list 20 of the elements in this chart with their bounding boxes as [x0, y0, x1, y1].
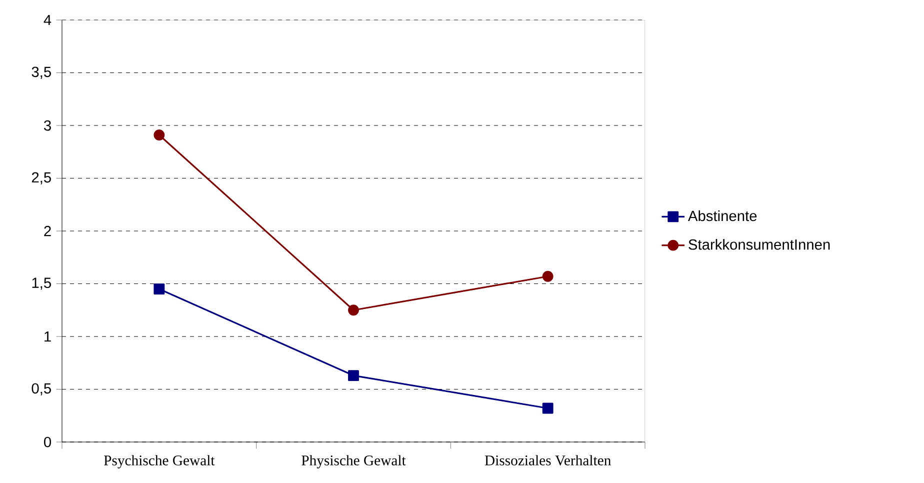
y-tick-label: 4 — [44, 14, 52, 26]
y-tick-label: 1,5 — [32, 278, 51, 290]
x-tick-label: Physische Gewalt — [302, 455, 406, 468]
point — [348, 304, 359, 316]
point — [348, 370, 359, 382]
x-tick-label: Psychische Gewalt — [104, 455, 215, 468]
y-tick-label: 0,5 — [32, 383, 51, 396]
y-tick-label: 0 — [44, 436, 52, 448]
point — [154, 284, 165, 294]
point — [542, 402, 554, 414]
point — [154, 130, 165, 140]
y-tick-label: 3,5 — [32, 66, 51, 79]
point — [542, 270, 554, 282]
y-tick-label: 1 — [44, 331, 51, 342]
y-tick-label: 2,5 — [32, 172, 51, 184]
x-tick-label: Dissoziales Verhalten — [484, 455, 611, 466]
y-tick-label: 3 — [44, 120, 51, 131]
legend-label: Abstinente — [688, 210, 757, 222]
legend-label: StarkkonsumentInnen — [688, 239, 830, 250]
y-tick-label: 2 — [44, 226, 51, 236]
